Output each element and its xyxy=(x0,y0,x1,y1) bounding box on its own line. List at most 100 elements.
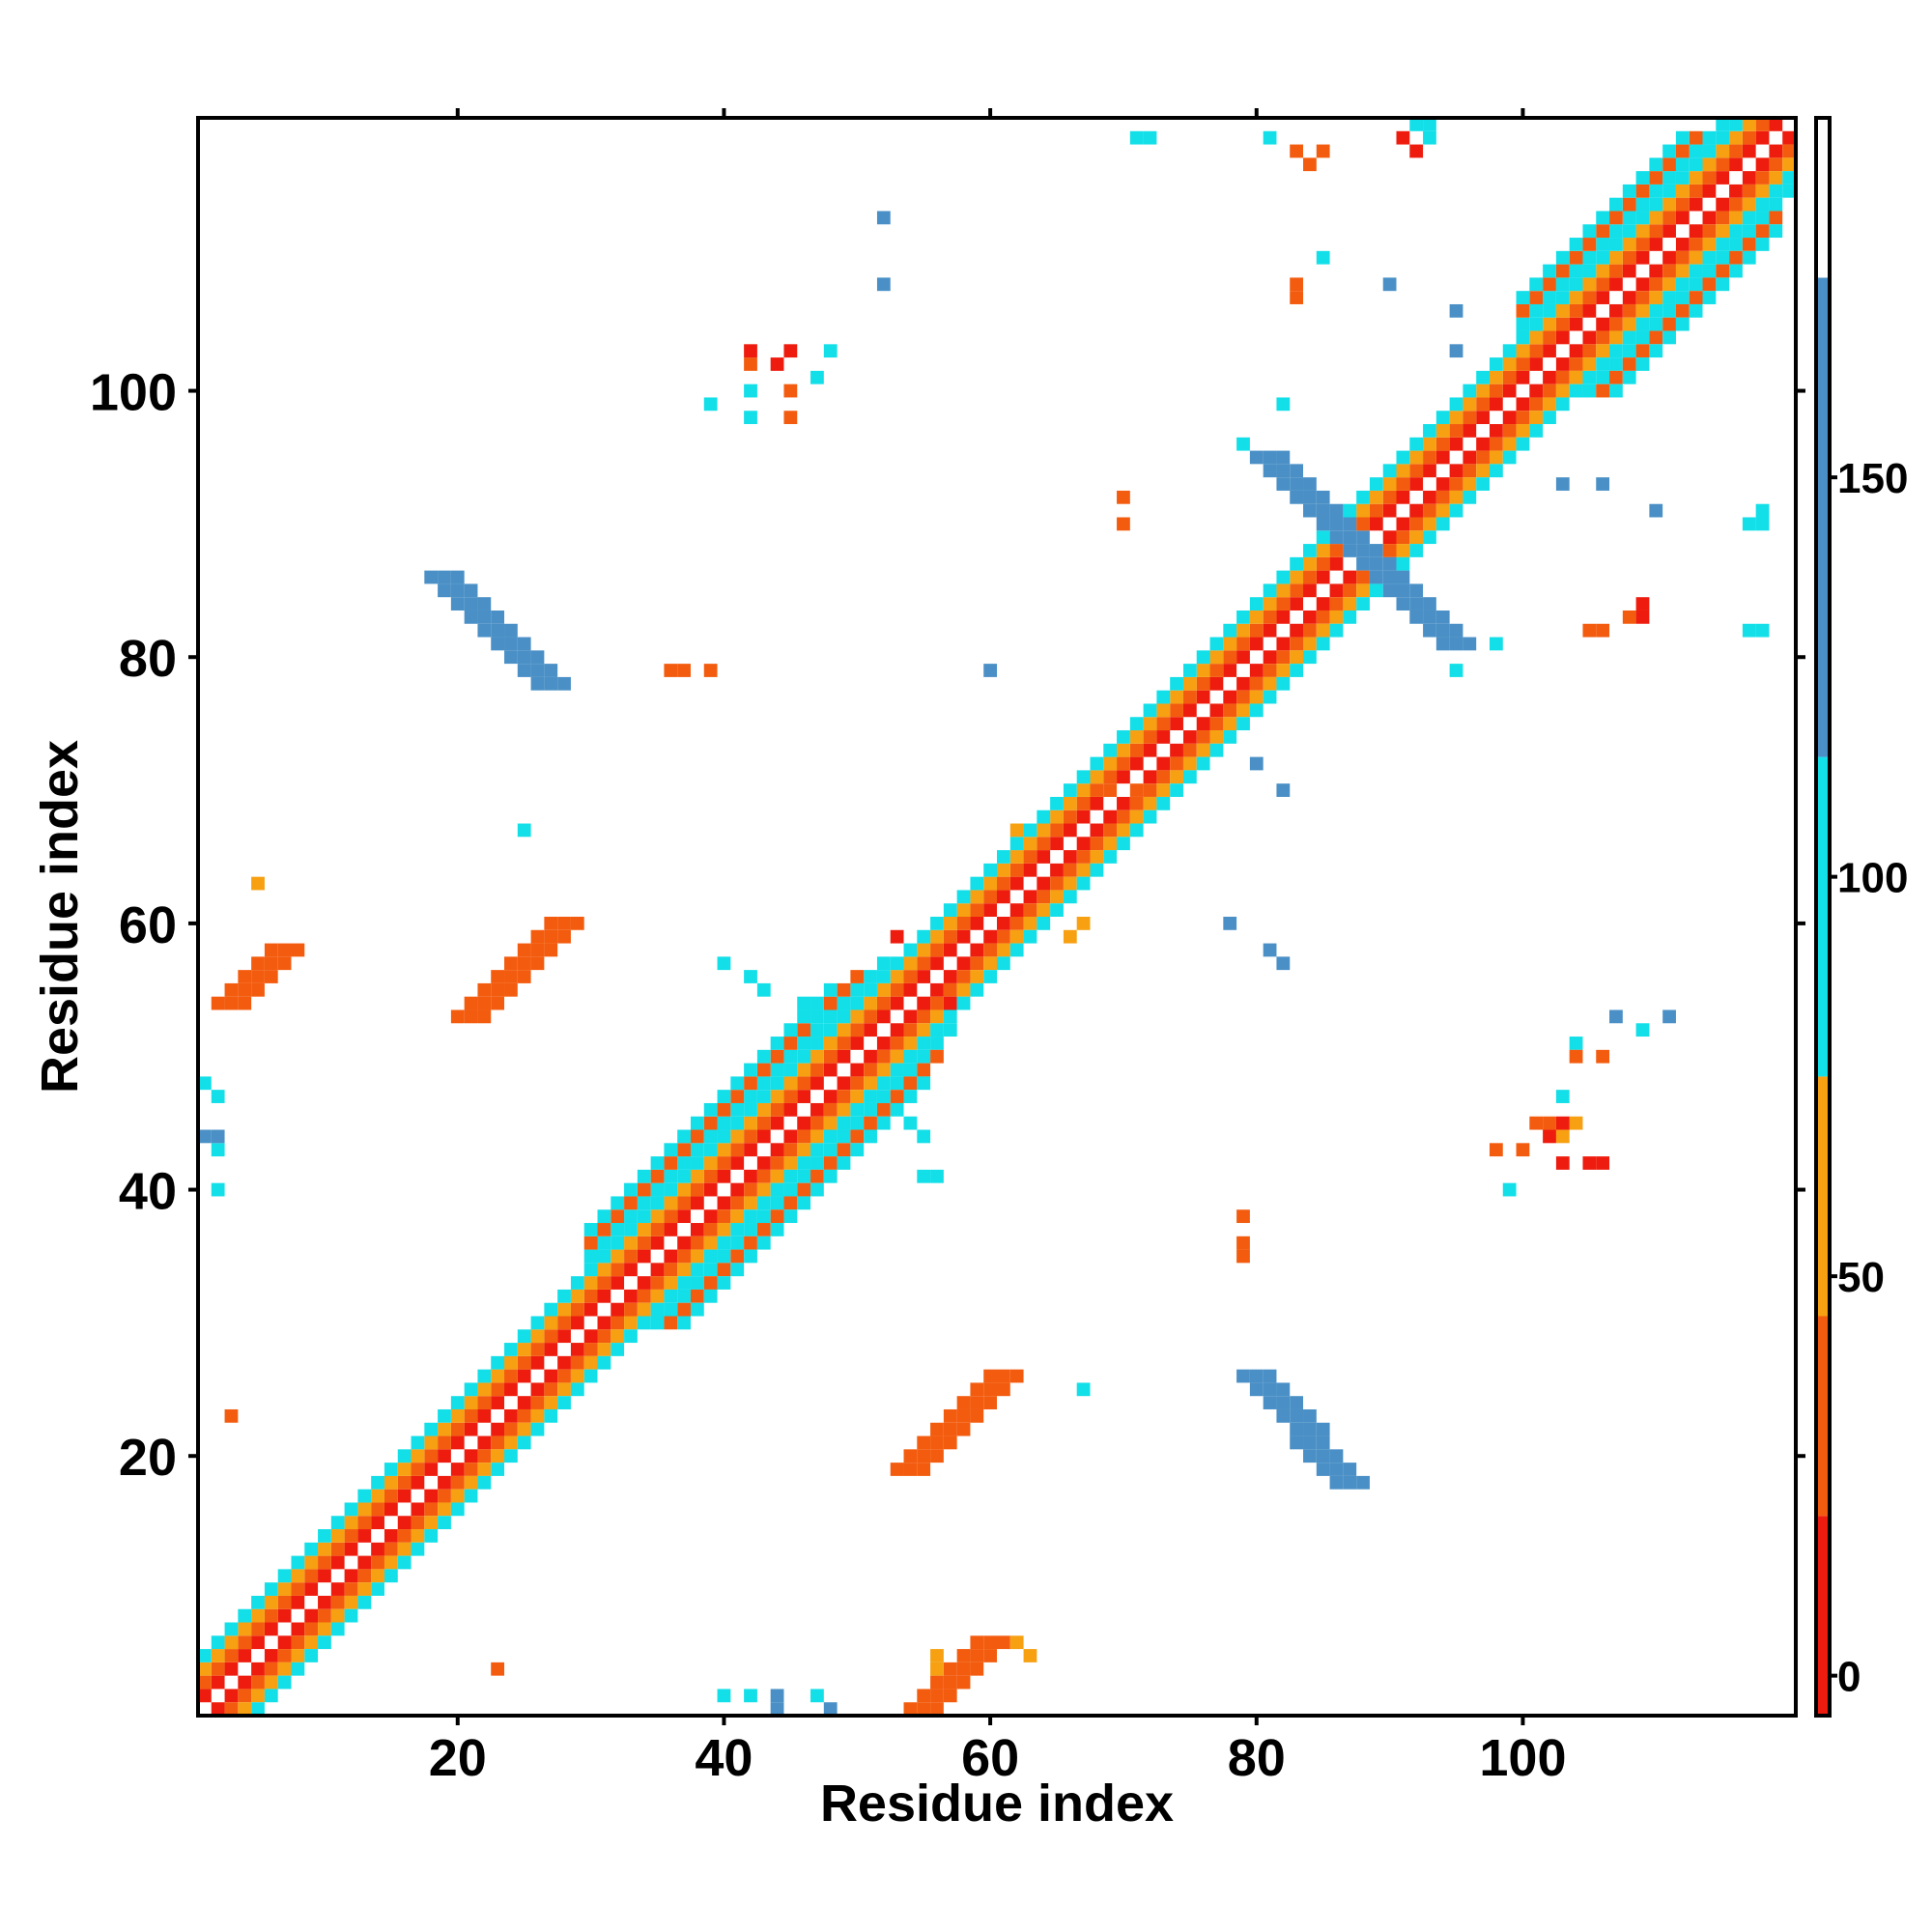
heatmap-cell xyxy=(411,1449,425,1463)
heatmap-cell xyxy=(371,1475,384,1490)
heatmap-cell xyxy=(1543,370,1556,384)
heatmap-cell xyxy=(1476,384,1490,398)
heatmap-cell xyxy=(1435,424,1450,438)
heatmap-cell xyxy=(1382,570,1397,584)
heatmap-cell xyxy=(1662,277,1676,292)
heatmap-cell xyxy=(983,1369,997,1383)
heatmap-cell xyxy=(1423,118,1436,131)
heatmap-cell xyxy=(304,1608,319,1623)
heatmap-cell xyxy=(1329,544,1344,557)
heatmap-cell xyxy=(1435,450,1450,465)
heatmap-cell xyxy=(1716,144,1730,158)
heatmap-cell xyxy=(1555,384,1570,398)
heatmap-cell xyxy=(1435,477,1450,491)
heatmap-cell xyxy=(943,1662,957,1676)
heatmap-cell xyxy=(1609,370,1623,384)
heatmap-cell xyxy=(1569,1037,1583,1050)
heatmap-cell xyxy=(450,1408,465,1423)
heatmap-cell xyxy=(1596,1156,1610,1170)
heatmap-cell xyxy=(1382,556,1397,571)
heatmap-cell xyxy=(517,1355,531,1370)
heatmap-cell xyxy=(583,1369,598,1383)
heatmap-cell xyxy=(1755,197,1770,212)
heatmap-cell xyxy=(1156,690,1171,704)
heatmap-cell xyxy=(1675,197,1690,212)
heatmap-cell xyxy=(411,1542,425,1556)
heatmap-cell xyxy=(1529,291,1544,304)
heatmap-cell xyxy=(1223,664,1237,677)
heatmap-cell xyxy=(1755,623,1770,638)
heatmap-cell xyxy=(1609,384,1623,398)
heatmap-cell xyxy=(890,1037,904,1050)
heatmap-cell xyxy=(1143,730,1157,744)
heatmap-cell xyxy=(703,1143,718,1157)
heatmap-cell xyxy=(770,1182,784,1197)
heatmap-cell xyxy=(530,1396,545,1409)
heatmap-cell xyxy=(1356,1475,1370,1490)
heatmap-cell xyxy=(1516,357,1530,371)
heatmap-cell xyxy=(1555,370,1570,384)
heatmap-cell xyxy=(1129,783,1144,797)
heatmap-cell xyxy=(930,1662,944,1676)
heatmap-cell xyxy=(1223,730,1237,744)
heatmap-cell xyxy=(1502,424,1517,438)
heatmap-cell xyxy=(1209,730,1224,744)
heatmap-cell xyxy=(1290,1422,1304,1436)
heatmap-cell xyxy=(517,970,531,983)
heatmap-cell xyxy=(1782,130,1796,145)
heatmap-cell xyxy=(1303,650,1317,665)
heatmap-cell xyxy=(1156,717,1171,731)
heatmap-cell xyxy=(890,1463,904,1476)
colorbar: 0 50 100 150 xyxy=(1814,116,1908,1718)
heatmap-cell xyxy=(930,917,944,930)
heatmap-cell xyxy=(557,929,571,944)
heatmap-cell xyxy=(1117,796,1130,810)
heatmap-cell xyxy=(304,1555,319,1570)
heatmap-cell xyxy=(1609,211,1623,225)
heatmap-cell xyxy=(1329,1475,1344,1490)
heatmap-cell xyxy=(917,1037,931,1050)
heatmap-cell xyxy=(637,1276,651,1290)
heatmap-cell xyxy=(1675,250,1690,265)
heatmap-cell xyxy=(637,1249,651,1264)
heatmap-cell xyxy=(277,1582,292,1596)
heatmap-cell xyxy=(1303,477,1317,491)
heatmap-cell xyxy=(1543,317,1556,331)
heatmap-cell xyxy=(1755,130,1770,145)
heatmap-cell xyxy=(344,1542,358,1556)
heatmap-cell xyxy=(917,1063,931,1077)
heatmap-cell xyxy=(903,956,918,971)
heatmap-cell xyxy=(1276,1408,1291,1423)
heatmap-cell xyxy=(491,1422,505,1436)
heatmap-cell xyxy=(1263,464,1277,478)
heatmap-cell xyxy=(756,1209,771,1224)
heatmap-cell xyxy=(318,1529,331,1543)
x-tick-label: 60 xyxy=(961,1729,1019,1787)
heatmap-cell xyxy=(198,1076,212,1091)
heatmap-cell xyxy=(1716,118,1730,131)
heatmap-cell xyxy=(1050,810,1064,824)
heatmap-cell xyxy=(1316,610,1330,624)
heatmap-cell xyxy=(637,1209,651,1224)
heatmap-cell xyxy=(1702,250,1717,265)
heatmap-cell xyxy=(717,1116,731,1130)
heatmap-cell xyxy=(744,1236,757,1250)
heatmap-cell xyxy=(357,1529,372,1543)
heatmap-cell xyxy=(1236,676,1250,691)
heatmap-cell xyxy=(330,1555,345,1570)
heatmap-cell xyxy=(1369,570,1383,584)
heatmap-cell xyxy=(277,1675,292,1690)
heatmap-cell xyxy=(330,1542,345,1556)
heatmap-cell xyxy=(1290,583,1304,598)
heatmap-cell xyxy=(1729,118,1743,131)
heatmap-cell xyxy=(970,982,984,997)
heatmap-cell xyxy=(1582,264,1597,278)
heatmap-cell xyxy=(903,1090,918,1103)
heatmap-cell xyxy=(570,1369,584,1383)
heatmap-cell xyxy=(783,1156,798,1170)
heatmap-cell xyxy=(530,664,545,677)
heatmap-cell xyxy=(677,1236,691,1250)
heatmap-cell xyxy=(1290,464,1304,478)
heatmap-cell xyxy=(357,1595,372,1609)
heatmap-cell xyxy=(1742,171,1756,185)
